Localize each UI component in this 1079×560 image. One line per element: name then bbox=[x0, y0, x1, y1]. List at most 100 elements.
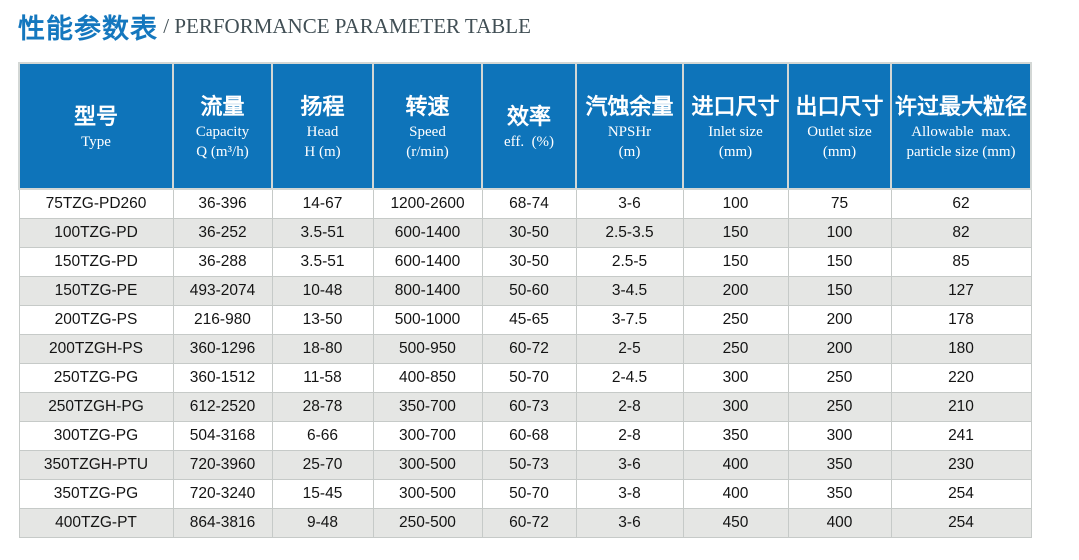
header-label-en: (r/min) bbox=[406, 143, 449, 160]
cell-capacity: 493-2074 bbox=[172, 276, 273, 306]
header-label-zh: 扬程 bbox=[300, 93, 345, 119]
header-col-head: 扬程 Head H (m) bbox=[271, 62, 374, 190]
cell-capacity: 36-396 bbox=[172, 188, 273, 219]
cell-max-particle-size: 127 bbox=[890, 276, 1032, 306]
cell-efficiency: 50-70 bbox=[481, 363, 577, 393]
cell-efficiency: 50-60 bbox=[481, 276, 577, 306]
header-label-en: Type bbox=[81, 133, 111, 150]
cell-max-particle-size: 254 bbox=[890, 508, 1032, 538]
cell-npshr: 3-8 bbox=[575, 479, 684, 509]
cell-capacity: 720-3240 bbox=[172, 479, 273, 509]
table-row: 350TZG-PG 720-3240 15-45 300-500 50-70 3-8 400… bbox=[18, 479, 1032, 509]
header-label-zh: 流量 bbox=[200, 93, 245, 119]
cell-outlet-size: 350 bbox=[787, 479, 892, 509]
table-row: 200TZG-PS 216-980 13-50 500-1000 45-65 3-7.5 2… bbox=[18, 305, 1032, 335]
cell-head: 9-48 bbox=[271, 508, 374, 538]
cell-efficiency: 60-72 bbox=[481, 334, 577, 364]
table-row: 150TZG-PD 36-288 3.5-51 600-1400 30-50 2.5-5 1… bbox=[18, 247, 1032, 277]
header-col-speed: 转速 Speed (r/min) bbox=[372, 62, 483, 190]
cell-capacity: 216-980 bbox=[172, 305, 273, 335]
cell-capacity: 360-1512 bbox=[172, 363, 273, 393]
cell-npshr: 3-6 bbox=[575, 508, 684, 538]
header-label-en: Inlet size bbox=[708, 123, 763, 140]
cell-type: 150TZG-PE bbox=[18, 276, 174, 306]
header-label-en: NPSHr bbox=[607, 123, 652, 140]
cell-head: 10-48 bbox=[271, 276, 374, 306]
cell-efficiency: 50-70 bbox=[481, 479, 577, 509]
cell-inlet-size: 150 bbox=[682, 247, 789, 277]
cell-speed: 600-1400 bbox=[372, 218, 483, 248]
cell-capacity: 864-3816 bbox=[172, 508, 273, 538]
header-col-efficiency: 效率 eff. (%) bbox=[481, 62, 577, 190]
header-row: 型号 Type 流量 Capacity Q (m³/h) 扬程 Head H (m) 转速 Spe… bbox=[18, 62, 1032, 190]
cell-outlet-size: 200 bbox=[787, 305, 892, 335]
header-label-en: Head bbox=[306, 123, 339, 140]
cell-type: 75TZG-PD260 bbox=[18, 188, 174, 219]
cell-speed: 800-1400 bbox=[372, 276, 483, 306]
performance-parameter-table: 型号 Type 流量 Capacity Q (m³/h) 扬程 Head H (m) 转速 Spe… bbox=[18, 62, 1032, 538]
cell-npshr: 2.5-5 bbox=[575, 247, 684, 277]
cell-max-particle-size: 230 bbox=[890, 450, 1032, 480]
cell-efficiency: 30-50 bbox=[481, 247, 577, 277]
header-label-zh: 出口尺寸 bbox=[795, 93, 884, 119]
cell-head: 11-58 bbox=[271, 363, 374, 393]
cell-head: 6-66 bbox=[271, 421, 374, 451]
cell-inlet-size: 100 bbox=[682, 188, 789, 219]
cell-inlet-size: 400 bbox=[682, 450, 789, 480]
cell-speed: 1200-2600 bbox=[372, 188, 483, 219]
cell-type: 200TZG-PS bbox=[18, 305, 174, 335]
cell-head: 13-50 bbox=[271, 305, 374, 335]
cell-max-particle-size: 210 bbox=[890, 392, 1032, 422]
header-label-en: Capacity bbox=[195, 123, 250, 140]
cell-outlet-size: 200 bbox=[787, 334, 892, 364]
cell-speed: 300-500 bbox=[372, 450, 483, 480]
page-title-zh: 性能参数表 bbox=[18, 14, 158, 45]
table-row: 400TZG-PT 864-3816 9-48 250-500 60-72 3-6 450 4… bbox=[18, 508, 1032, 538]
header-label-en: (mm) bbox=[822, 143, 857, 160]
cell-efficiency: 60-68 bbox=[481, 421, 577, 451]
cell-max-particle-size: 241 bbox=[890, 421, 1032, 451]
cell-type: 400TZG-PT bbox=[18, 508, 174, 538]
cell-npshr: 2-8 bbox=[575, 392, 684, 422]
cell-max-particle-size: 180 bbox=[890, 334, 1032, 364]
cell-capacity: 36-252 bbox=[172, 218, 273, 248]
table-row: 250TZGH-PG 612-2520 28-78 350-700 60-73 2-8 30… bbox=[18, 392, 1032, 422]
cell-speed: 300-700 bbox=[372, 421, 483, 451]
header-label-en: (m) bbox=[618, 143, 641, 160]
cell-type: 150TZG-PD bbox=[18, 247, 174, 277]
cell-npshr: 2.5-3.5 bbox=[575, 218, 684, 248]
table-row: 250TZG-PG 360-1512 11-58 400-850 50-70 2-4.5 3… bbox=[18, 363, 1032, 393]
cell-efficiency: 50-73 bbox=[481, 450, 577, 480]
cell-speed: 500-1000 bbox=[372, 305, 483, 335]
header-col-inlet-size: 进口尺寸 Inlet size (mm) bbox=[682, 62, 789, 190]
cell-speed: 250-500 bbox=[372, 508, 483, 538]
cell-capacity: 504-3168 bbox=[172, 421, 273, 451]
table-row: 350TZGH-PTU 720-3960 25-70 300-500 50-73 3-6 4… bbox=[18, 450, 1032, 480]
cell-max-particle-size: 254 bbox=[890, 479, 1032, 509]
cell-max-particle-size: 82 bbox=[890, 218, 1032, 248]
cell-capacity: 612-2520 bbox=[172, 392, 273, 422]
cell-outlet-size: 350 bbox=[787, 450, 892, 480]
cell-max-particle-size: 220 bbox=[890, 363, 1032, 393]
cell-npshr: 2-4.5 bbox=[575, 363, 684, 393]
table-row: 300TZG-PG 504-3168 6-66 300-700 60-68 2-8 350 3… bbox=[18, 421, 1032, 451]
cell-inlet-size: 300 bbox=[682, 363, 789, 393]
cell-speed: 600-1400 bbox=[372, 247, 483, 277]
cell-inlet-size: 250 bbox=[682, 334, 789, 364]
cell-head: 3.5-51 bbox=[271, 247, 374, 277]
cell-head: 25-70 bbox=[271, 450, 374, 480]
header-label-en: (mm) bbox=[718, 143, 753, 160]
table-header: 型号 Type 流量 Capacity Q (m³/h) 扬程 Head H (m) 转速 Spe… bbox=[18, 62, 1032, 190]
cell-inlet-size: 400 bbox=[682, 479, 789, 509]
cell-capacity: 720-3960 bbox=[172, 450, 273, 480]
cell-efficiency: 68-74 bbox=[481, 188, 577, 219]
cell-type: 100TZG-PD bbox=[18, 218, 174, 248]
cell-outlet-size: 250 bbox=[787, 392, 892, 422]
cell-speed: 500-950 bbox=[372, 334, 483, 364]
header-col-capacity: 流量 Capacity Q (m³/h) bbox=[172, 62, 273, 190]
cell-efficiency: 30-50 bbox=[481, 218, 577, 248]
table-row: 100TZG-PD 36-252 3.5-51 600-1400 30-50 2.5-3.… bbox=[18, 218, 1032, 248]
cell-npshr: 3-4.5 bbox=[575, 276, 684, 306]
cell-npshr: 3-6 bbox=[575, 450, 684, 480]
